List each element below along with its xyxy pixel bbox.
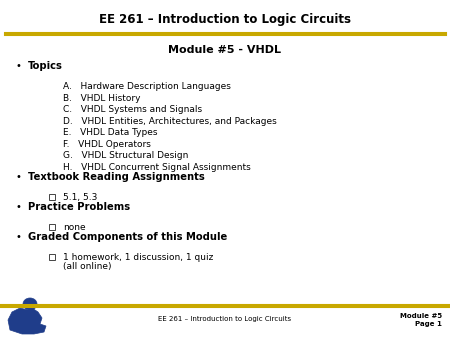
Text: H.   VHDL Concurrent Signal Assignments: H. VHDL Concurrent Signal Assignments: [63, 163, 251, 172]
Text: E.   VHDL Data Types: E. VHDL Data Types: [63, 128, 158, 137]
PathPatch shape: [8, 308, 46, 334]
Text: •: •: [15, 171, 21, 182]
Text: Graded Components of this Module: Graded Components of this Module: [28, 232, 227, 241]
Text: none: none: [63, 222, 86, 232]
Text: Module #5 - VHDL: Module #5 - VHDL: [168, 45, 282, 55]
Text: 5.1, 5.3: 5.1, 5.3: [63, 193, 97, 201]
Text: G.   VHDL Structural Design: G. VHDL Structural Design: [63, 151, 189, 160]
Text: B.   VHDL History: B. VHDL History: [63, 94, 140, 102]
Text: Topics: Topics: [28, 61, 63, 71]
Text: EE 261 – Introduction to Logic Circuits: EE 261 – Introduction to Logic Circuits: [158, 316, 292, 322]
Bar: [49, 194, 55, 200]
Text: (all online): (all online): [63, 262, 112, 271]
Text: EE 261 – Introduction to Logic Circuits: EE 261 – Introduction to Logic Circuits: [99, 14, 351, 26]
Ellipse shape: [23, 298, 37, 310]
Text: •: •: [15, 61, 21, 71]
Text: Practice Problems: Practice Problems: [28, 201, 130, 212]
Text: 1 homework, 1 discussion, 1 quiz: 1 homework, 1 discussion, 1 quiz: [63, 252, 213, 262]
Bar: [49, 254, 55, 260]
Text: •: •: [15, 232, 21, 241]
Text: D.   VHDL Entities, Architectures, and Packages: D. VHDL Entities, Architectures, and Pac…: [63, 117, 277, 125]
Text: C.   VHDL Systems and Signals: C. VHDL Systems and Signals: [63, 105, 202, 114]
Text: •: •: [15, 201, 21, 212]
Text: Module #5
Page 1: Module #5 Page 1: [400, 313, 442, 327]
Text: F.   VHDL Operators: F. VHDL Operators: [63, 140, 151, 148]
Text: A.   Hardware Description Languages: A. Hardware Description Languages: [63, 82, 231, 91]
Bar: [49, 224, 55, 230]
Text: Textbook Reading Assignments: Textbook Reading Assignments: [28, 171, 205, 182]
